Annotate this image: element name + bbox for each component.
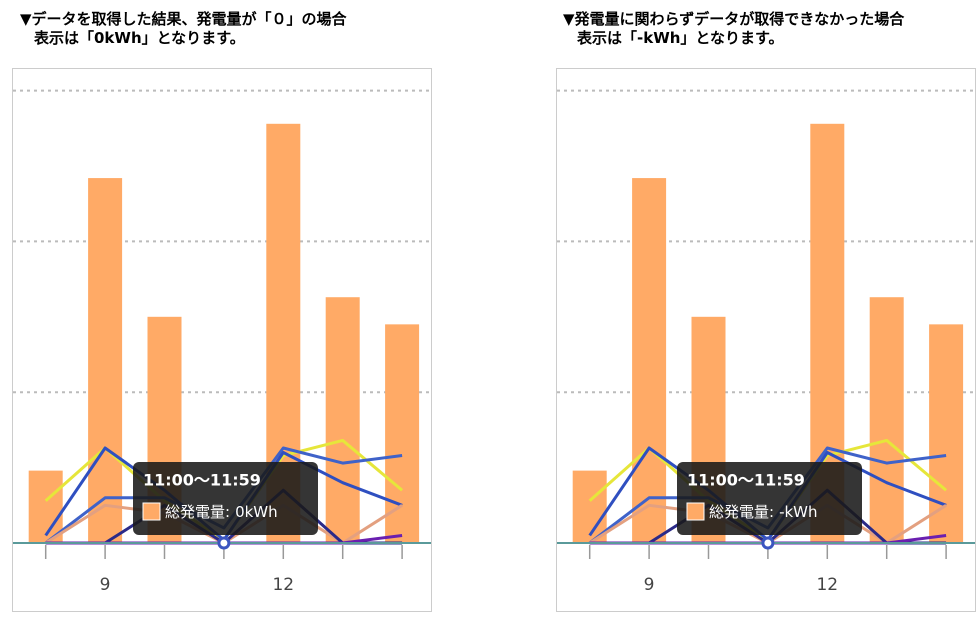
chart: 9 12 11:00～11:59 総発電量: -kWh	[556, 68, 976, 612]
bar	[632, 178, 667, 543]
chart: 9 12 11:00～11:59 総発電量: 0kWh	[12, 68, 432, 612]
tooltip-text: 総発電量: -kWh	[709, 503, 818, 521]
tooltip-text: 総発電量: 0kWh	[165, 503, 278, 521]
x-tick-label: 9	[100, 575, 111, 595]
tooltip-swatch	[686, 502, 705, 521]
bar	[929, 324, 964, 543]
hover-point	[761, 536, 775, 550]
tooltip-label: 総発電量:	[165, 503, 230, 521]
bar	[325, 297, 360, 543]
bar	[869, 297, 904, 543]
bar	[88, 178, 123, 543]
tooltip: 11:00～11:59 総発電量: 0kWh	[133, 462, 318, 535]
tooltip-value: 0kWh	[235, 503, 278, 521]
hover-point	[217, 536, 231, 550]
x-tick-label: 9	[644, 575, 655, 595]
bar	[572, 470, 607, 543]
tooltip-label: 総発電量:	[709, 503, 774, 521]
x-tick-label: 12	[816, 575, 838, 595]
tooltip-title: 11:00～11:59	[143, 471, 261, 490]
caption-line: 表示は「-kWh」となります。	[577, 29, 784, 47]
caption: ▼発電量に関わらずデータが取得できなかった場合 表示は「-kWh」となります。	[563, 10, 904, 48]
tooltip-value: -kWh	[779, 503, 817, 521]
bar	[28, 470, 63, 543]
caption-line: ▼データを取得した結果、発電量が「０」の場合	[20, 10, 347, 28]
caption-line: ▼発電量に関わらずデータが取得できなかった場合	[563, 10, 905, 28]
caption: ▼データを取得した結果、発電量が「０」の場合 表示は「0kWh」となります。	[20, 10, 347, 48]
tooltip-box	[133, 462, 318, 535]
bar	[385, 324, 420, 543]
x-tick-label: 12	[272, 575, 294, 595]
tooltip: 11:00～11:59 総発電量: -kWh	[677, 462, 862, 535]
tooltip-box	[677, 462, 862, 535]
caption-line: 表示は「0kWh」となります。	[34, 29, 245, 47]
tooltip-swatch	[142, 502, 161, 521]
tooltip-title: 11:00～11:59	[687, 471, 805, 490]
